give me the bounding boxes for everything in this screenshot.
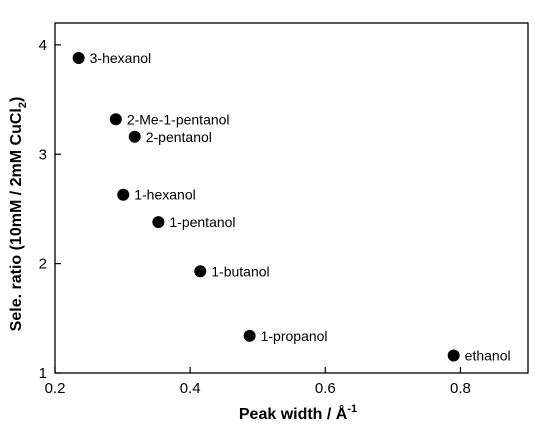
data-point <box>152 216 165 229</box>
data-point-label: 1-pentanol <box>169 214 235 230</box>
data-point-label: 3-hexanol <box>90 50 151 66</box>
y-tick-label: 3 <box>39 146 47 163</box>
x-tick-label: 0.6 <box>315 380 336 397</box>
plot-border <box>54 22 529 374</box>
data-point-label: 1-hexanol <box>134 187 196 203</box>
plot-frame <box>54 22 529 374</box>
x-tick-label: 0.8 <box>450 380 471 397</box>
data-points <box>72 52 460 362</box>
y-axis-title-suffix: ) <box>8 97 25 102</box>
x-tick-label: 0.4 <box>180 380 201 397</box>
x-axis-title-sup: -1 <box>347 403 357 415</box>
y-tick-label: 4 <box>39 37 47 54</box>
data-point <box>117 188 130 201</box>
x-axis-title: Peak width / Å-1 <box>239 403 357 423</box>
y-axis-title-main: Sele. ratio (10mM / 2mM CuCl <box>8 108 25 331</box>
x-axis-title-main: Peak width / Å <box>239 404 348 423</box>
y-axis-title-sub: 2 <box>17 102 29 108</box>
data-point-label: 1-propanol <box>261 328 328 344</box>
data-point <box>128 130 141 143</box>
data-point-label: ethanol <box>465 348 511 364</box>
data-point <box>72 52 85 64</box>
data-point <box>194 265 207 278</box>
data-point-label: 2-Me-1-pentanol <box>127 111 230 127</box>
data-point <box>243 329 256 342</box>
data-point-label: 2-pentanol <box>146 129 212 145</box>
data-point <box>109 113 122 126</box>
data-point <box>447 349 460 362</box>
y-axis: 1 2 3 4 <box>39 37 61 382</box>
y-axis-title: Sele. ratio (10mM / 2mM CuCl2) <box>8 97 29 332</box>
y-tick-label: 1 <box>39 365 47 382</box>
data-labels: 3-hexanol 2-Me-1-pentanol 2-pentanol 1-hexa… <box>90 50 511 364</box>
x-axis: 0.2 0.4 0.6 0.8 <box>45 367 471 397</box>
data-point-label: 1-butanol <box>211 263 269 279</box>
x-tick-label: 0.2 <box>45 380 66 397</box>
y-tick-label: 2 <box>39 256 47 273</box>
